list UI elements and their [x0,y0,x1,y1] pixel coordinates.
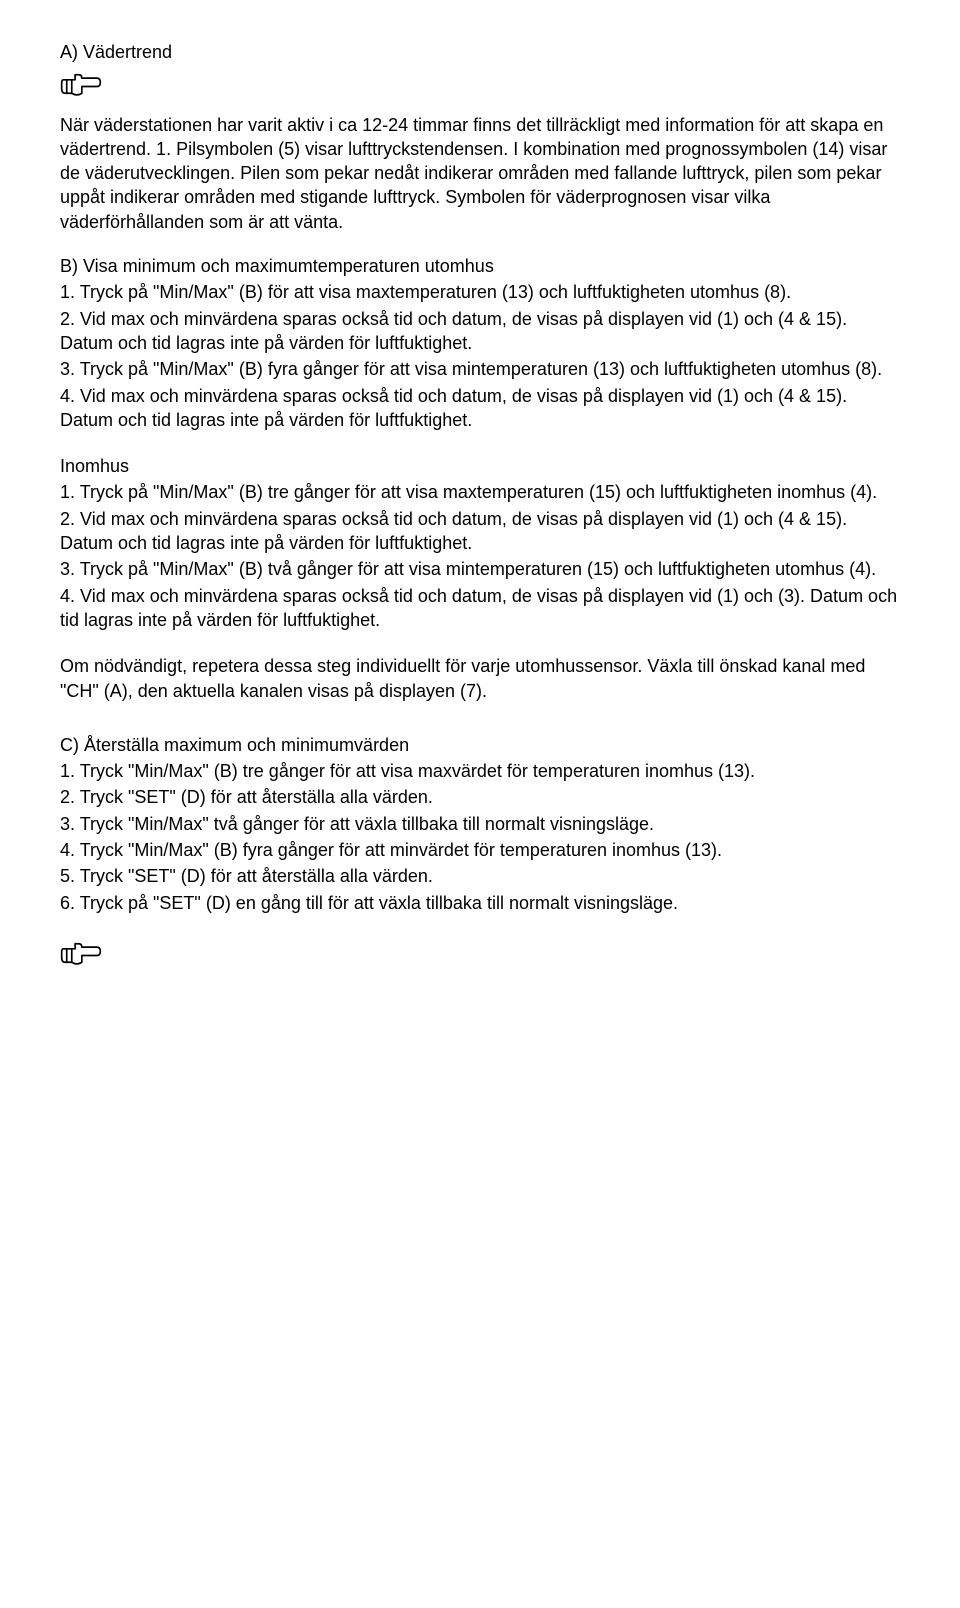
section-b-item: 2. Vid max och minvärdena sparas också t… [60,307,900,356]
section-b-item: 3. Tryck på "Min/Max" (B) fyra gånger fö… [60,357,900,381]
section-c-heading: C) Återställa maximum och minimumvärden [60,733,900,757]
pointing-hand-icon [60,937,900,975]
section-b-item: 1. Tryck på "Min/Max" (B) för att visa m… [60,280,900,304]
inomhus-heading: Inomhus [60,454,900,478]
note-paragraph: Om nödvändigt, repetera dessa steg indiv… [60,654,900,703]
pointing-hand-icon [60,68,900,106]
section-b-heading: B) Visa minimum och maximumtemperaturen … [60,254,900,278]
section-b-item: 4. Vid max och minvärdena sparas också t… [60,384,900,433]
section-c-item: 4. Tryck "Min/Max" (B) fyra gånger för a… [60,838,900,862]
section-c-item: 5. Tryck "SET" (D) för att återställa al… [60,864,900,888]
inomhus-item: 3. Tryck på "Min/Max" (B) två gånger för… [60,557,900,581]
section-a-heading: A) Vädertrend [60,40,900,64]
section-a-paragraph: När väderstationen har varit aktiv i ca … [60,113,900,234]
section-c-item: 3. Tryck "Min/Max" två gånger för att vä… [60,812,900,836]
inomhus-item: 2. Vid max och minvärdena sparas också t… [60,507,900,556]
section-c-item: 2. Tryck "SET" (D) för att återställa al… [60,785,900,809]
inomhus-item: 4. Vid max och minvärdena sparas också t… [60,584,900,633]
section-c-item: 1. Tryck "Min/Max" (B) tre gånger för at… [60,759,900,783]
inomhus-item: 1. Tryck på "Min/Max" (B) tre gånger för… [60,480,900,504]
section-c-item: 6. Tryck på "SET" (D) en gång till för a… [60,891,900,915]
